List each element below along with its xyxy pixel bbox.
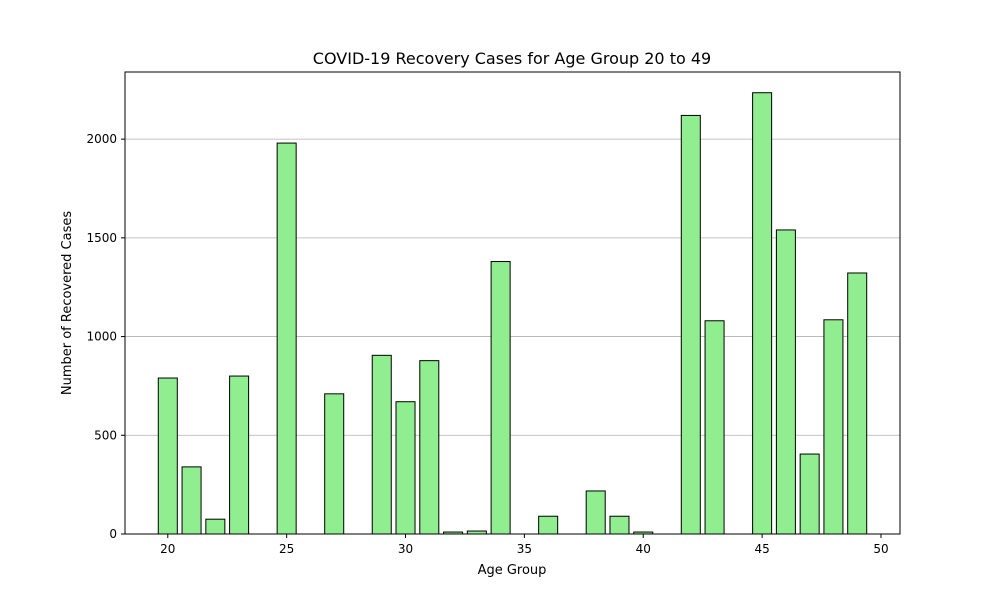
bar	[704, 320, 725, 535]
y-tick-label: 1500	[86, 231, 117, 245]
bar	[276, 142, 297, 535]
y-axis-ticks: 0 500 1000 1500 2000	[86, 132, 125, 541]
x-axis-ticks: 20 25 30 35 40 45 50	[160, 534, 889, 556]
x-axis-label: Age Group	[478, 563, 547, 578]
x-tick-label: 30	[398, 542, 413, 556]
bar	[229, 375, 250, 535]
x-tick-label: 40	[636, 542, 651, 556]
x-tick-label: 25	[279, 542, 294, 556]
y-tick-label: 0	[109, 527, 117, 541]
bar	[490, 261, 511, 535]
chart-title: COVID-19 Recovery Cases for Age Group 20…	[313, 49, 711, 68]
y-tick-label: 500	[94, 428, 117, 442]
bar	[680, 114, 701, 535]
y-axis-label: Number of Recovered Cases	[60, 211, 75, 396]
x-tick-label: 35	[517, 542, 532, 556]
x-tick-label: 50	[873, 542, 888, 556]
bar	[371, 354, 392, 535]
bar	[823, 319, 844, 535]
y-tick-label: 1000	[86, 330, 117, 344]
bar	[419, 360, 440, 535]
bar	[395, 401, 416, 535]
x-tick-label: 20	[160, 542, 175, 556]
bar	[585, 490, 606, 535]
bar	[324, 393, 345, 535]
bars	[157, 92, 868, 535]
bar	[157, 377, 178, 535]
x-tick-label: 45	[754, 542, 769, 556]
bar	[609, 515, 630, 535]
bar	[181, 466, 202, 535]
bar	[752, 92, 773, 535]
bar	[799, 453, 820, 535]
plot-area-frame	[124, 71, 901, 535]
bar	[538, 515, 559, 535]
bar	[847, 272, 868, 535]
bar	[205, 518, 226, 535]
y-tick-label: 2000	[86, 132, 117, 146]
bar	[775, 229, 796, 535]
